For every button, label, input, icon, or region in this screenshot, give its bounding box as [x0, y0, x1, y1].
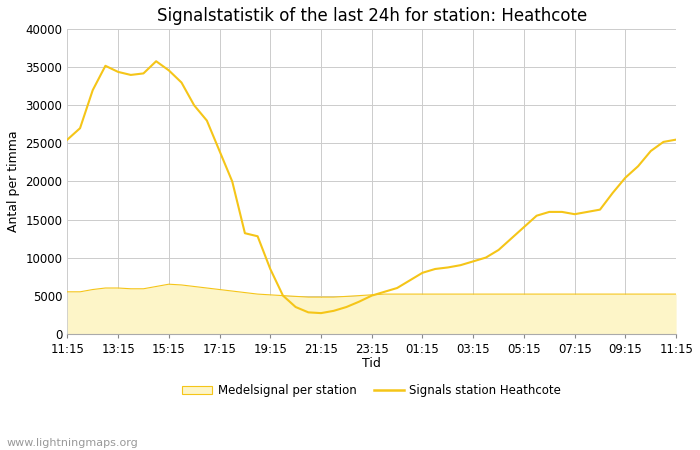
Legend: Medelsignal per station, Signals station Heathcote: Medelsignal per station, Signals station…: [177, 379, 566, 401]
Title: Signalstatistik of the last 24h for station: Heathcote: Signalstatistik of the last 24h for stat…: [157, 7, 587, 25]
X-axis label: Tid: Tid: [363, 357, 382, 370]
Text: www.lightningmaps.org: www.lightningmaps.org: [7, 438, 139, 448]
Y-axis label: Antal per timma: Antal per timma: [7, 130, 20, 232]
